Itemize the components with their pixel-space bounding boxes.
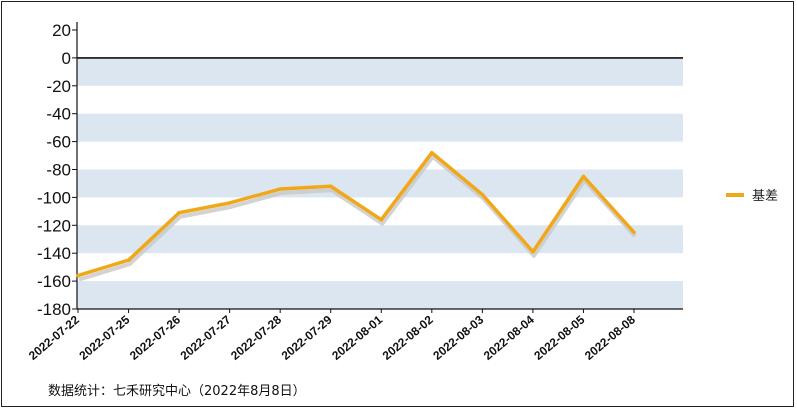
grid-band bbox=[77, 281, 683, 309]
x-tick-label: 2022-08-02 bbox=[380, 312, 436, 362]
data-point[interactable] bbox=[328, 184, 333, 189]
x-tick-label: 2022-08-01 bbox=[329, 312, 385, 362]
series-line-shadow bbox=[78, 154, 637, 282]
y-tick-label: -60 bbox=[46, 133, 71, 152]
y-tick-label: 20 bbox=[52, 21, 71, 40]
data-point[interactable] bbox=[278, 187, 282, 191]
grid-band bbox=[77, 57, 683, 86]
x-tick-label: 2022-07-26 bbox=[127, 312, 183, 362]
data-point[interactable] bbox=[76, 273, 80, 278]
grid-band bbox=[77, 225, 683, 254]
series-line-jicha[interactable] bbox=[76, 151, 636, 278]
data-point[interactable] bbox=[227, 201, 232, 205]
series-lines bbox=[76, 150, 636, 278]
y-axis-ticks: 20 0 -20 -40 -60 -80 -100 -120 -140 -160 -180 bbox=[37, 21, 77, 319]
x-axis-ticks: 2022-07-222022-07-252022-07-262022-07-27… bbox=[26, 309, 638, 363]
y-tick-label: 0 bbox=[62, 49, 71, 68]
y-tick-label: -180 bbox=[37, 300, 71, 319]
x-tick-label: 2022-08-05 bbox=[531, 312, 587, 362]
data-point[interactable] bbox=[632, 230, 636, 235]
series-shadow bbox=[78, 154, 637, 282]
x-tick-label: 2022-07-29 bbox=[279, 312, 335, 362]
legend[interactable]: 基差 bbox=[726, 189, 778, 204]
data-point[interactable] bbox=[480, 192, 485, 197]
x-tick-label: 2022-07-27 bbox=[178, 312, 234, 362]
y-tick-label: -140 bbox=[37, 244, 71, 263]
grid-band bbox=[77, 113, 683, 142]
x-tick-label: 2022-07-28 bbox=[228, 312, 284, 362]
source-note: 数据统计：七禾研究中心（2022年8月8日） bbox=[48, 384, 306, 399]
y-tick-label: -40 bbox=[46, 105, 71, 124]
data-point[interactable] bbox=[126, 258, 131, 262]
y-tick-label: -80 bbox=[46, 161, 71, 180]
data-point[interactable] bbox=[581, 174, 586, 179]
legend-label-jicha: 基差 bbox=[752, 189, 778, 204]
axes bbox=[76, 22, 683, 310]
data-point[interactable] bbox=[430, 150, 434, 155]
x-tick-label: 2022-07-25 bbox=[76, 312, 132, 362]
y-tick-label: -160 bbox=[37, 272, 71, 291]
x-tick-label: 2022-08-08 bbox=[582, 312, 638, 362]
x-tick-label: 2022-08-04 bbox=[481, 312, 537, 362]
data-point[interactable] bbox=[177, 210, 181, 215]
data-point[interactable] bbox=[379, 217, 384, 222]
y-tick-label: -120 bbox=[37, 216, 71, 235]
y-tick-label: -100 bbox=[37, 188, 71, 207]
y-tick-label: -20 bbox=[46, 77, 71, 96]
x-tick-label: 2022-07-22 bbox=[26, 312, 82, 362]
x-tick-label: 2022-08-03 bbox=[430, 312, 486, 362]
data-point[interactable] bbox=[531, 250, 535, 254]
